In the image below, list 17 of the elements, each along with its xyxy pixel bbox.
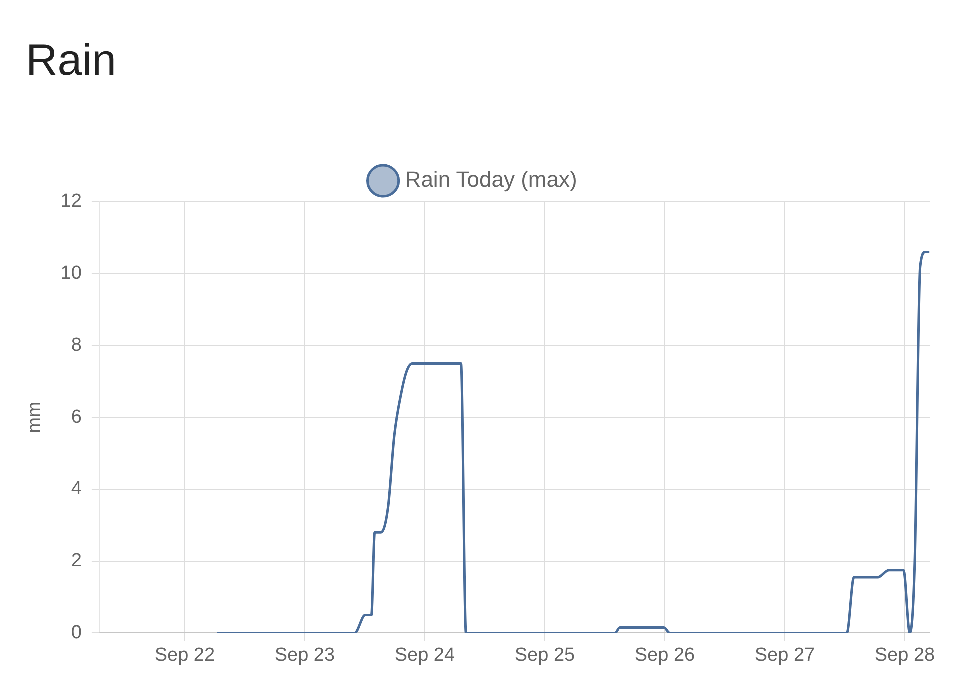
legend-label: Rain Today (max) [405, 167, 578, 192]
y-tick-label: 10 [60, 263, 82, 284]
y-tick-label: 12 [60, 191, 82, 212]
y-tick-label: 4 [71, 478, 82, 500]
y-tick-label: 8 [71, 334, 82, 356]
x-tick-label: Sep 28 [874, 644, 936, 666]
y-tick-label: 6 [71, 406, 82, 428]
chart-title: Rain [26, 36, 116, 86]
x-tick-label: Sep 27 [754, 644, 816, 666]
x-tick-label: Sep 25 [514, 644, 576, 666]
x-tick-label: Sep 24 [394, 644, 456, 666]
y-tick-label: 0 [71, 622, 82, 644]
y-axis-title: mm [24, 402, 46, 434]
x-tick-label: Sep 23 [274, 644, 336, 666]
x-tick-label: Sep 26 [634, 644, 696, 666]
y-tick-label: 2 [71, 550, 82, 572]
x-tick-label: Sep 22 [154, 644, 216, 666]
